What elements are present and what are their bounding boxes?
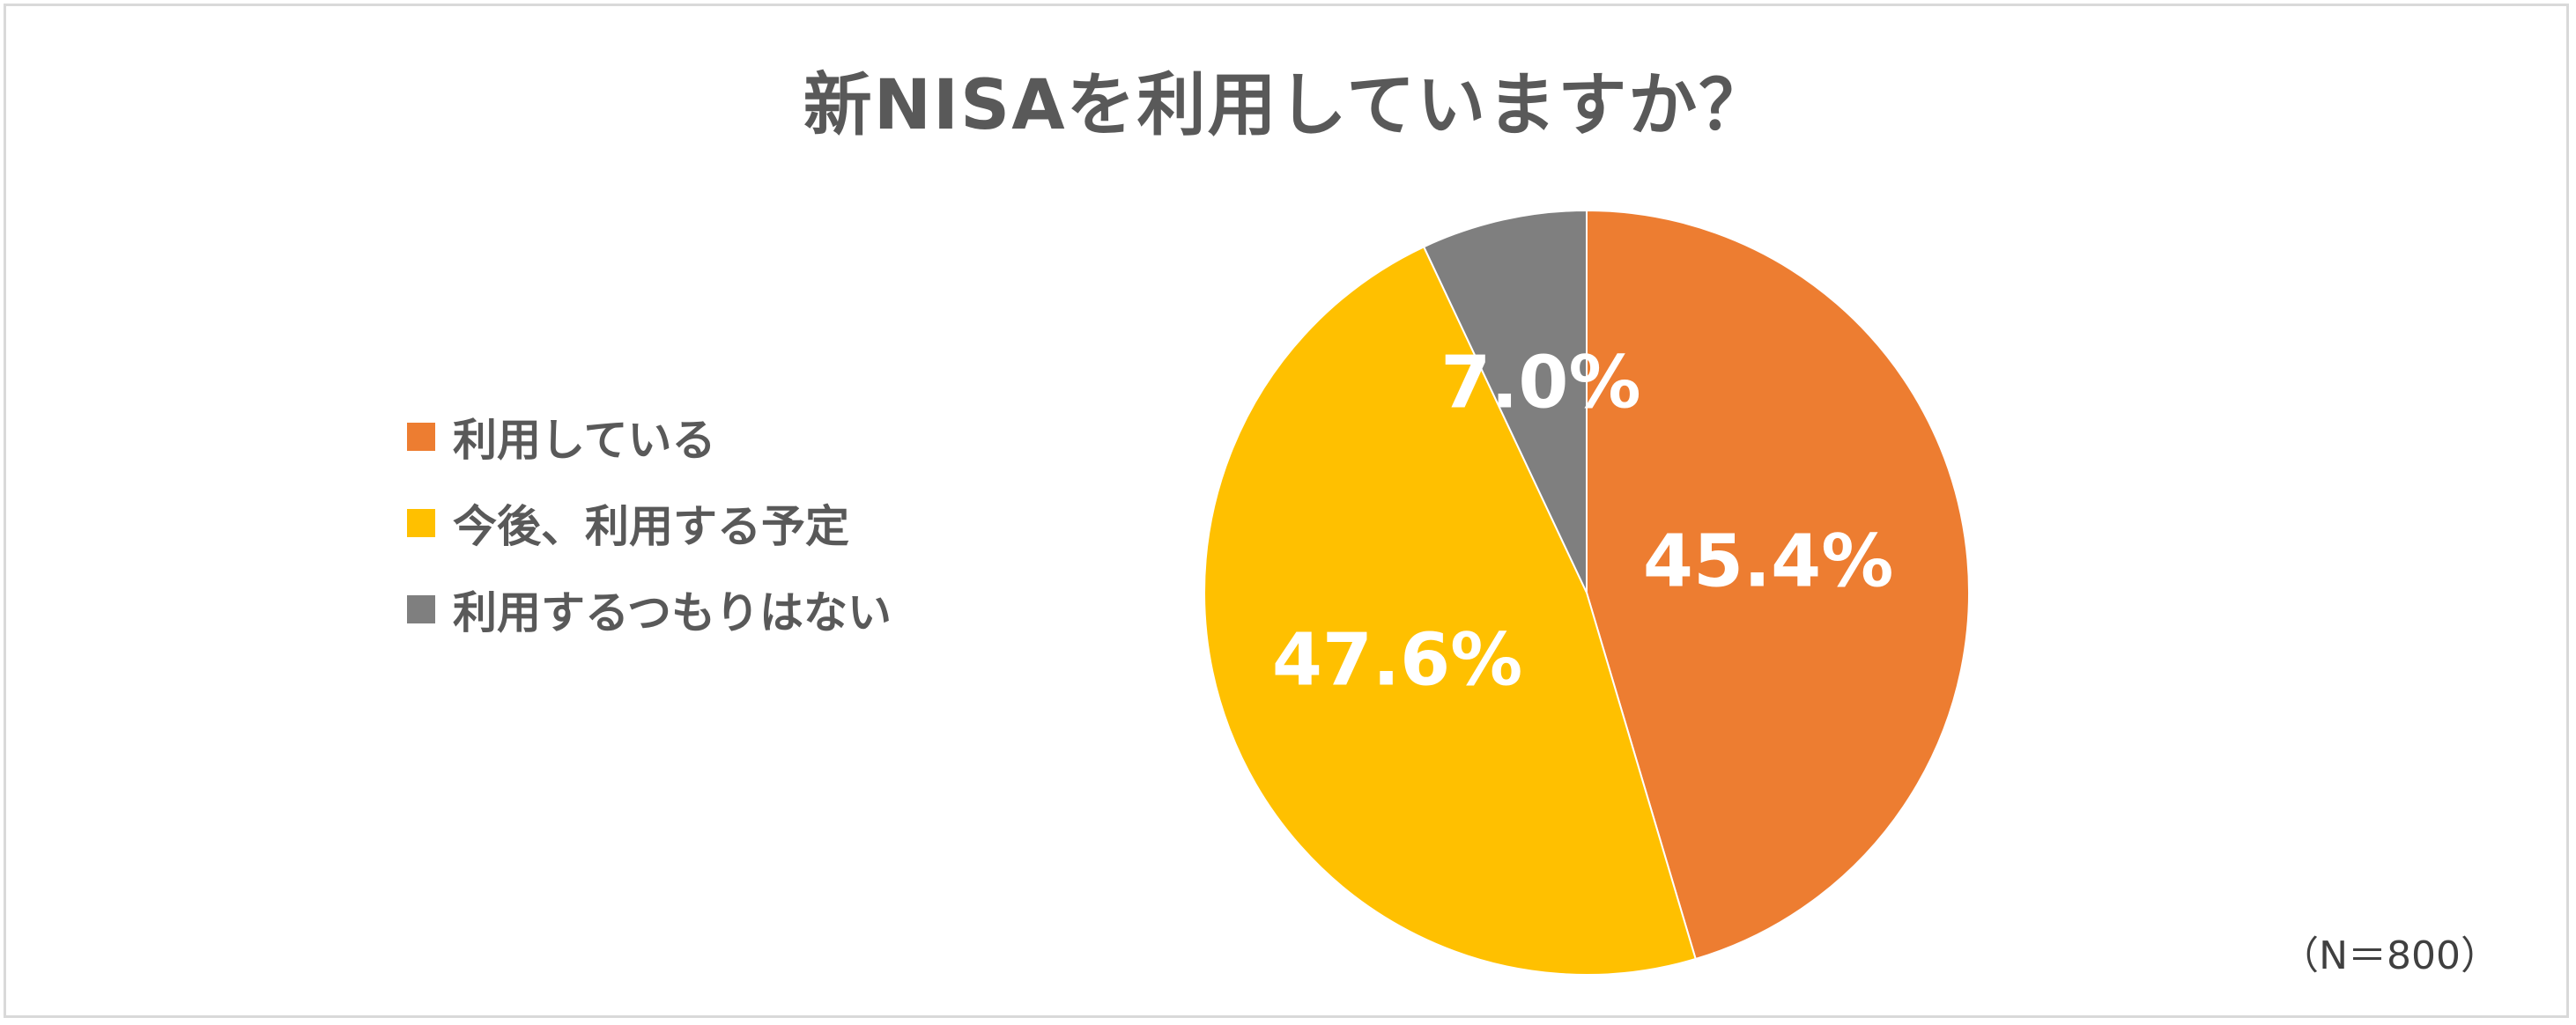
- legend-item-planning: 今後、利用する予定: [407, 480, 892, 566]
- pie-label-using: 45.4%: [1643, 520, 1893, 603]
- legend-label-using: 利用している: [453, 415, 716, 466]
- legend-label-planning: 今後、利用する予定: [453, 501, 849, 552]
- chart-title: 新NISAを利用していますか？: [803, 66, 1770, 145]
- chart-frame: 新NISAを利用していますか？ 利用している 今後、利用する予定 利用するつもり…: [4, 4, 2569, 1018]
- legend-swatch-planning: [407, 509, 435, 537]
- pie-slices: [1203, 209, 1970, 976]
- legend-label-not-planning: 利用するつもりはない: [453, 587, 892, 638]
- pie-chart: 45.4% 47.6% 7.0%: [1203, 209, 1970, 976]
- pie-label-not-planning: 7.0%: [1440, 342, 1640, 425]
- sample-size-note: （N＝800）: [2280, 933, 2499, 978]
- legend-swatch-not-planning: [407, 595, 435, 623]
- pie-slice-planning: [1203, 245, 1697, 976]
- pie-label-planning: 47.6%: [1272, 618, 1522, 702]
- chart-legend: 利用している 今後、利用する予定 利用するつもりはない: [407, 394, 892, 653]
- pie-slice-not-planning: [1422, 209, 1588, 594]
- legend-swatch-using: [407, 423, 435, 451]
- pie-labels: 45.4% 47.6% 7.0%: [1272, 342, 1894, 703]
- legend-item-using: 利用している: [407, 394, 892, 480]
- pie-slice-using: [1586, 209, 1970, 961]
- legend-item-not-planning: 利用するつもりはない: [407, 566, 892, 653]
